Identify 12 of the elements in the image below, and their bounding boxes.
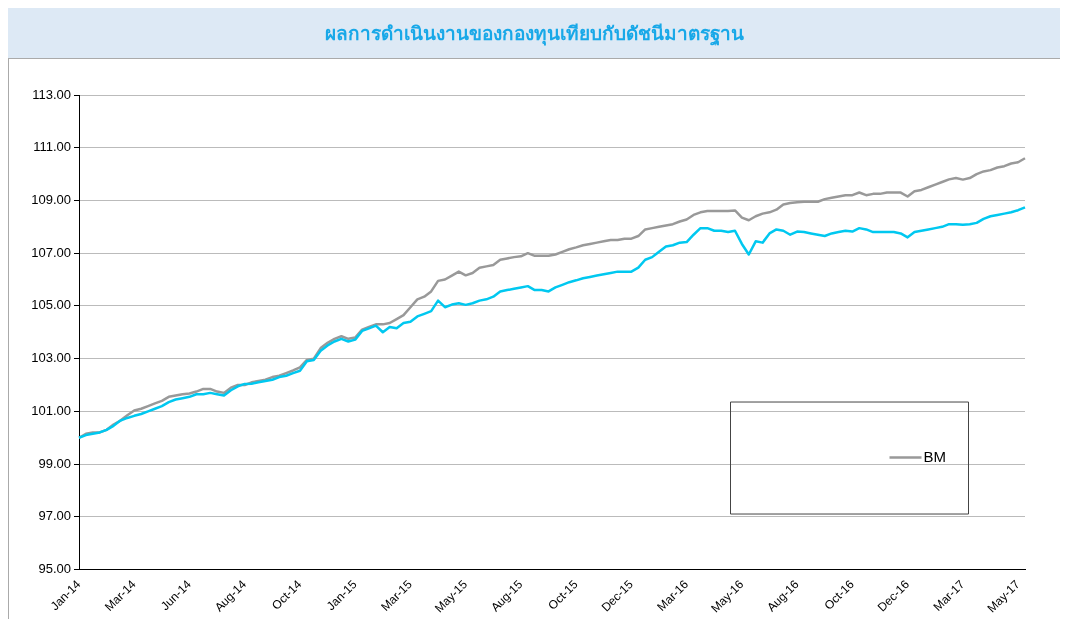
y-tick-label: 113.00	[32, 86, 71, 102]
y-tick-label: 105.00	[31, 297, 71, 313]
y-tick-label: 95.00	[38, 561, 71, 577]
y-tick-label: 99.00	[38, 455, 71, 471]
y-tick-label: 101.00	[31, 402, 71, 418]
legend-label: BM	[923, 447, 946, 465]
chart-title: ผลการดำเนินงานของกองทุนเทียบกับดัชนีมาตรฐาน	[8, 8, 1060, 58]
y-tick-label: 103.00	[31, 350, 71, 366]
y-tick-label: 111.00	[33, 139, 71, 155]
y-tick-label: 97.00	[38, 508, 71, 524]
y-tick-label: 109.00	[31, 192, 71, 208]
y-tick-label: 107.00	[31, 244, 71, 260]
